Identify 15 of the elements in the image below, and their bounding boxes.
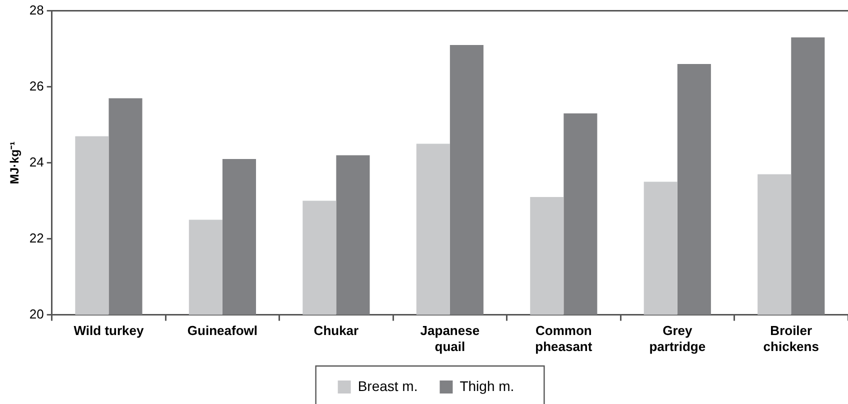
x-tick-label: Broiler chickens <box>763 323 819 354</box>
legend-label: Thigh m. <box>460 378 514 394</box>
y-tick-label: 22 <box>29 230 44 246</box>
y-axis-title: MJ·kg⁻¹ <box>8 141 22 184</box>
y-tick-label: 24 <box>29 154 44 170</box>
x-tick-label: Japanese quail <box>420 323 480 354</box>
legend-label: Breast m. <box>358 378 418 394</box>
x-tick-label: Chukar <box>314 323 359 338</box>
x-tick-label: Common pheasant <box>535 323 593 354</box>
y-tick-label: 20 <box>29 306 44 322</box>
y-tick-label: 26 <box>29 78 44 94</box>
y-tick-label: 28 <box>29 2 44 18</box>
x-tick-label: Wild turkey <box>74 323 144 338</box>
x-tick-label: Guineafowl <box>187 323 258 338</box>
x-tick-label: Grey partridge <box>649 323 706 354</box>
